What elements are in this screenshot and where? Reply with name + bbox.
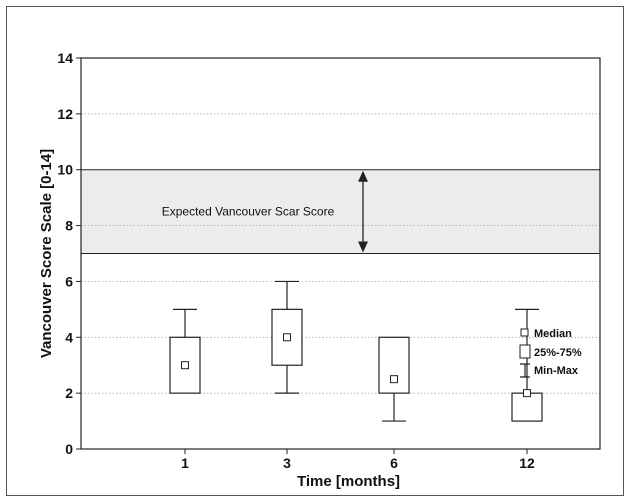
y-tick-label: 12: [57, 106, 73, 122]
x-tick-label: 6: [390, 455, 398, 471]
legend-whisker-icon: [520, 363, 530, 378]
median-marker: [283, 333, 291, 342]
median-marker: [523, 389, 531, 398]
box-group: [169, 308, 201, 394]
legend: Median 25%-75% Min-Max: [519, 328, 582, 378]
legend-box-label: 25%-75%: [534, 347, 582, 359]
box-group: [271, 280, 303, 394]
legend-box-icon: [519, 344, 531, 359]
x-tick-label: 3: [283, 455, 291, 471]
legend-median-icon: [520, 328, 529, 337]
x-tick-label: 12: [519, 455, 535, 471]
plot-area: [80, 57, 601, 450]
band-label: Expected Vancouver Scar Score: [162, 205, 335, 219]
arrow-head-down-icon: [358, 241, 368, 253]
arrow-head-up-icon: [358, 170, 368, 182]
y-axis-label: Vancouver Score Scale [0-14]: [38, 149, 55, 358]
legend-median-label: Median: [534, 328, 572, 340]
median-marker: [390, 375, 398, 384]
y-tick-label: 14: [57, 50, 73, 66]
reference-band: [81, 169, 600, 254]
x-tick-label: 1: [181, 455, 189, 471]
iqr-box: [378, 336, 410, 394]
legend-whisker-label: Min-Max: [534, 365, 579, 377]
y-tick-label: 6: [65, 273, 73, 289]
iqr-box: [511, 392, 543, 422]
median-marker: [181, 361, 189, 370]
y-tick-label: 8: [65, 218, 73, 234]
box-group: [378, 336, 410, 422]
y-tick-label: 0: [65, 441, 73, 457]
x-axis-label: Time [months]: [297, 473, 400, 490]
y-tick-label: 2: [65, 385, 73, 401]
y-tick-label: 4: [65, 329, 73, 345]
y-tick-label: 10: [57, 162, 73, 178]
